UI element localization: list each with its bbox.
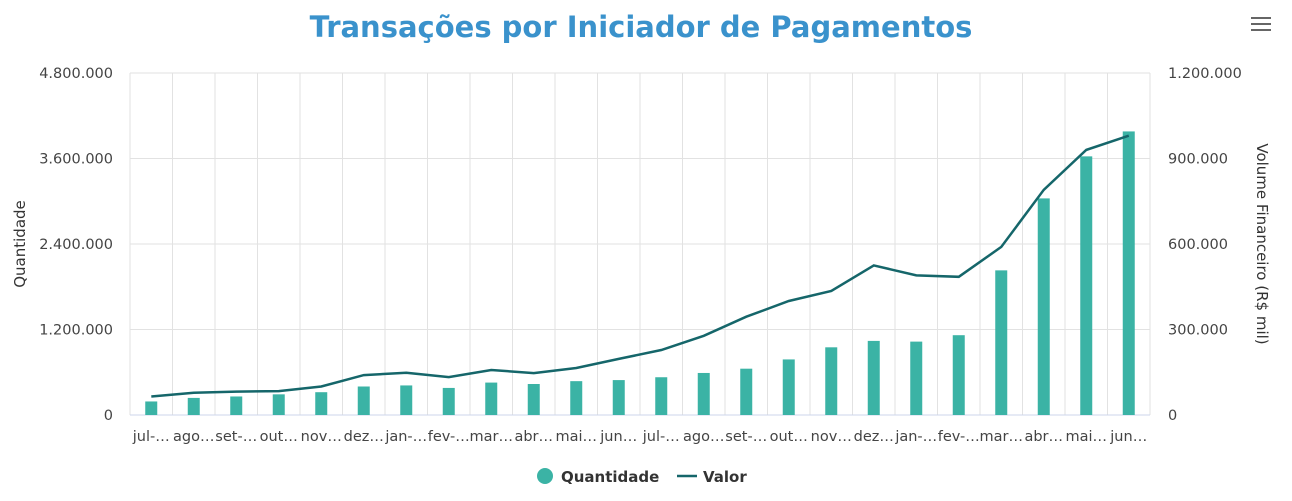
bar-quantidade[interactable] [825, 347, 838, 415]
legend-item-quantidade[interactable]: Quantidade [537, 468, 659, 486]
bar-quantidade[interactable] [230, 396, 243, 415]
right-axis-ticks: 0 300.000 600.000 900.000 1.200.000 [1168, 66, 1242, 424]
x-tick-label: set-… [215, 429, 257, 445]
legend-label-quantidade[interactable]: Quantidade [561, 468, 659, 486]
grid-lines [129, 72, 1151, 416]
bar-quantidade[interactable] [145, 401, 158, 415]
x-tick-label: mai… [555, 429, 597, 445]
left-tick-label: 2.400.000 [39, 237, 113, 253]
bar-quantidade[interactable] [612, 380, 625, 415]
x-tick-label: fev-… [938, 429, 980, 445]
left-axis-title: Quantidade [11, 200, 29, 288]
x-tick-label: nov… [301, 429, 342, 445]
left-tick-label: 0 [104, 408, 113, 424]
bar-quantidade[interactable] [357, 386, 370, 416]
right-tick-label: 0 [1168, 408, 1177, 424]
x-tick-label: abr… [514, 429, 553, 445]
right-tick-label: 1.200.000 [1168, 66, 1242, 82]
left-tick-label: 1.200.000 [39, 323, 113, 339]
x-tick-label: jan-… [384, 429, 427, 445]
right-axis-title: Volume Financeiro (R$ mil) [1253, 143, 1271, 344]
bar-quantidade[interactable] [952, 335, 965, 415]
x-tick-label: jul-… [132, 429, 170, 445]
right-tick-label: 300.000 [1168, 323, 1228, 339]
bar-quantidade[interactable] [867, 340, 880, 415]
bar-quantidade[interactable] [570, 381, 583, 415]
bar-quantidade[interactable] [442, 387, 455, 415]
legend-item-valor[interactable]: Valor [677, 468, 747, 486]
bar-quantidade[interactable] [782, 359, 795, 415]
x-tick-label: set-… [725, 429, 767, 445]
x-tick-label: mai… [1065, 429, 1107, 445]
bar-quantidade[interactable] [697, 372, 710, 415]
legend: Quantidade Valor [537, 468, 747, 486]
left-axis-ticks: 0 1.200.000 2.400.000 3.600.000 4.800.000 [39, 66, 113, 424]
bar-quantidade[interactable] [315, 392, 328, 415]
x-tick-label: dez… [344, 429, 384, 445]
x-tick-label: nov… [811, 429, 852, 445]
bar-quantidade[interactable] [272, 394, 285, 415]
left-tick-label: 4.800.000 [39, 66, 113, 82]
bar-quantidade[interactable] [527, 384, 540, 415]
x-tick-label: jan-… [894, 429, 937, 445]
x-tick-label: fev-… [428, 429, 470, 445]
x-tick-label: dez… [854, 429, 894, 445]
bar-quantidade[interactable] [995, 270, 1008, 415]
left-tick-label: 3.600.000 [39, 152, 113, 168]
x-tick-label: ago… [173, 429, 214, 445]
x-tick-label: jul-… [642, 429, 680, 445]
x-tick-label: jun… [1109, 429, 1147, 445]
right-tick-label: 600.000 [1168, 237, 1228, 253]
bar-quantidade[interactable] [187, 397, 200, 415]
bar-quantidade[interactable] [1080, 156, 1093, 416]
bar-series-quantidade [145, 131, 1135, 416]
bar-quantidade[interactable] [655, 377, 668, 415]
x-tick-label: abr… [1024, 429, 1063, 445]
bar-quantidade[interactable] [485, 382, 498, 415]
bar-quantidade[interactable] [1122, 131, 1135, 416]
bar-quantidade[interactable] [910, 341, 923, 415]
legend-dot-icon [537, 468, 553, 484]
right-tick-label: 900.000 [1168, 152, 1228, 168]
line-series-valor [151, 134, 1130, 398]
bar-quantidade[interactable] [400, 385, 413, 415]
hamburger-menu-icon[interactable] [1251, 14, 1271, 32]
x-axis-ticks: jul-… ago… set-… out… nov… dez… jan-… fev-… mar…… [132, 429, 1147, 445]
chart-title: Transações por Iniciador de Pagamentos [309, 10, 973, 44]
legend-label-valor[interactable]: Valor [703, 468, 747, 486]
bar-quantidade[interactable] [740, 368, 753, 415]
bar-quantidade[interactable] [1037, 198, 1050, 415]
x-tick-label: out… [770, 429, 808, 445]
x-tick-label: ago… [683, 429, 724, 445]
x-tick-label: jun… [599, 429, 637, 445]
x-tick-label: out… [260, 429, 298, 445]
x-tick-label: mar… [470, 429, 513, 445]
x-tick-label: mar… [980, 429, 1023, 445]
